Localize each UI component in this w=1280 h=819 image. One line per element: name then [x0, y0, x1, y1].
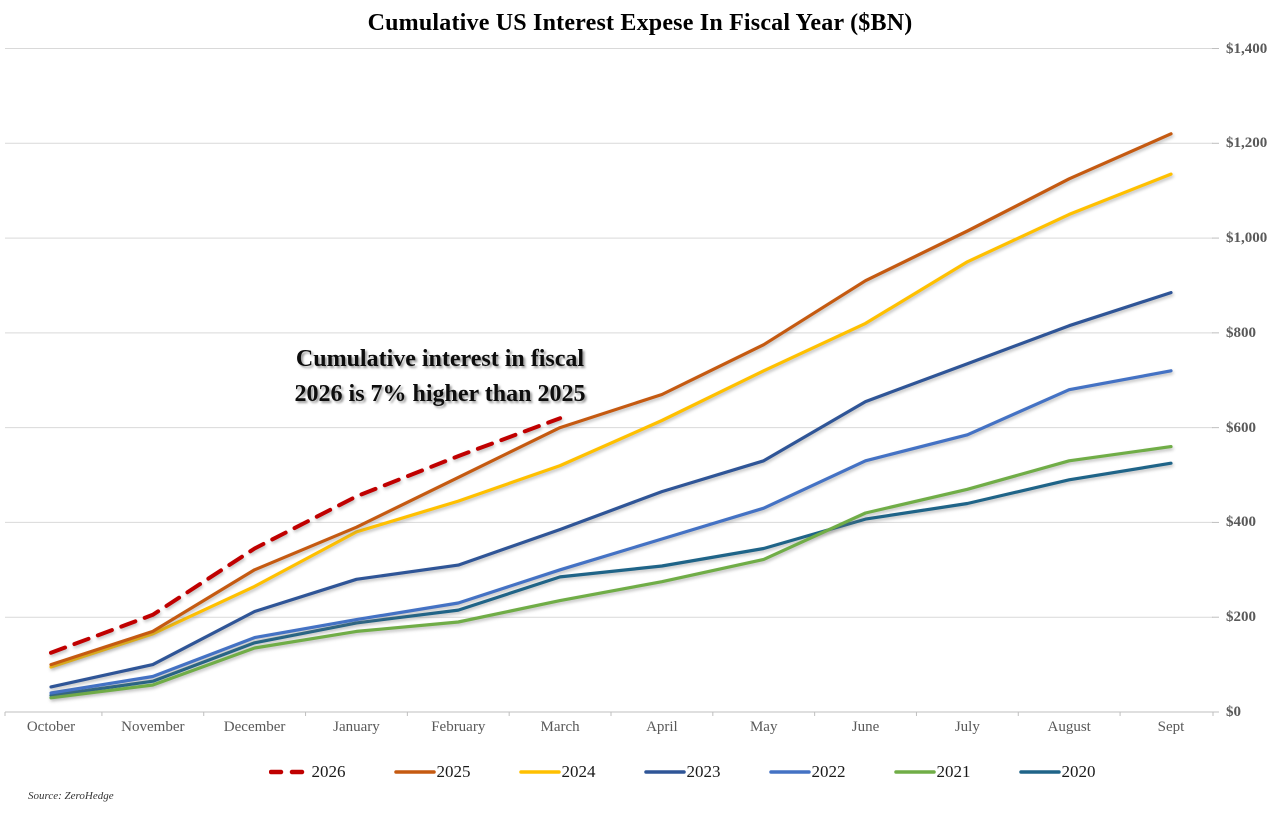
series-line-2023 — [49, 291, 1173, 689]
chart-annotation: Cumulative interest in fiscal 2026 is 7%… — [225, 342, 655, 412]
legend-swatch-2021 — [893, 770, 936, 774]
series-line-2024 — [49, 172, 1173, 669]
series-line-2021 — [49, 445, 1173, 700]
chart-legend: 2026 2025 2024 2023 2022 2021 2020 — [42, 762, 1280, 782]
annotation-line-2: 2026 is 7% higher than 2025 — [294, 381, 586, 407]
page-title: Cumulative US Interest Expese In Fiscal … — [367, 10, 913, 36]
x-axis-tick-label: June — [851, 719, 880, 735]
x-axis-tick-label: Sept — [1157, 719, 1185, 735]
legend-label: 2020 — [1061, 762, 1096, 781]
legend-item-2025: 2025 — [393, 762, 471, 782]
series-line-2025 — [49, 132, 1173, 667]
legend-label: 2022 — [811, 762, 846, 781]
legend-swatch-2024 — [518, 770, 561, 774]
x-axis-tick-label: October — [26, 719, 76, 735]
legend-swatch-2022 — [768, 770, 811, 774]
legend-label: 2024 — [561, 762, 596, 781]
y-axis-tick-label: $600 — [1226, 419, 1256, 436]
legend-swatch-2023 — [643, 770, 686, 774]
legend-swatch-2026 — [268, 769, 311, 775]
legend-label: 2023 — [686, 762, 721, 781]
annotation-line-1: Cumulative interest in fiscal — [295, 346, 585, 372]
x-axis-tick-label: March — [540, 719, 580, 735]
y-axis-tick-label: $800 — [1226, 324, 1256, 341]
legend-label: 2021 — [936, 762, 971, 781]
x-axis-tick-label: April — [646, 719, 678, 735]
legend-swatch-2025 — [393, 770, 436, 774]
legend-item-2024: 2024 — [518, 762, 596, 782]
y-axis-tick-label: $0 — [1226, 704, 1241, 720]
series-line-2020 — [49, 461, 1173, 698]
x-axis-tick-label: December — [223, 719, 286, 735]
legend-swatch-2020 — [1018, 770, 1061, 774]
legend-label: 2026 — [311, 762, 346, 781]
legend-label: 2025 — [436, 762, 471, 781]
legend-item-2020: 2020 — [1018, 762, 1096, 782]
y-axis-tick-label: $1,200 — [1226, 135, 1268, 152]
y-axis-tick-label: $1,000 — [1226, 230, 1268, 247]
series-line-2026 — [49, 416, 563, 655]
x-axis-tick-label: May — [749, 719, 778, 735]
y-axis-tick-label: $200 — [1226, 609, 1256, 626]
legend-item-2022: 2022 — [768, 762, 846, 782]
x-axis-tick-label: August — [1047, 719, 1091, 735]
x-axis-tick-label: November — [121, 719, 185, 735]
legend-item-2026: 2026 — [268, 762, 346, 782]
y-axis-tick-label: $1,400 — [1226, 40, 1268, 57]
legend-item-2021: 2021 — [893, 762, 971, 782]
y-axis-tick-label: $400 — [1226, 514, 1256, 531]
x-axis-tick-label: July — [954, 719, 980, 735]
x-axis-tick-label: January — [333, 719, 380, 735]
x-axis-tick-label: February — [431, 719, 486, 735]
source-credit: Source: ZeroHedge — [28, 790, 114, 802]
series-line-2022 — [49, 369, 1173, 695]
legend-item-2023: 2023 — [643, 762, 721, 782]
